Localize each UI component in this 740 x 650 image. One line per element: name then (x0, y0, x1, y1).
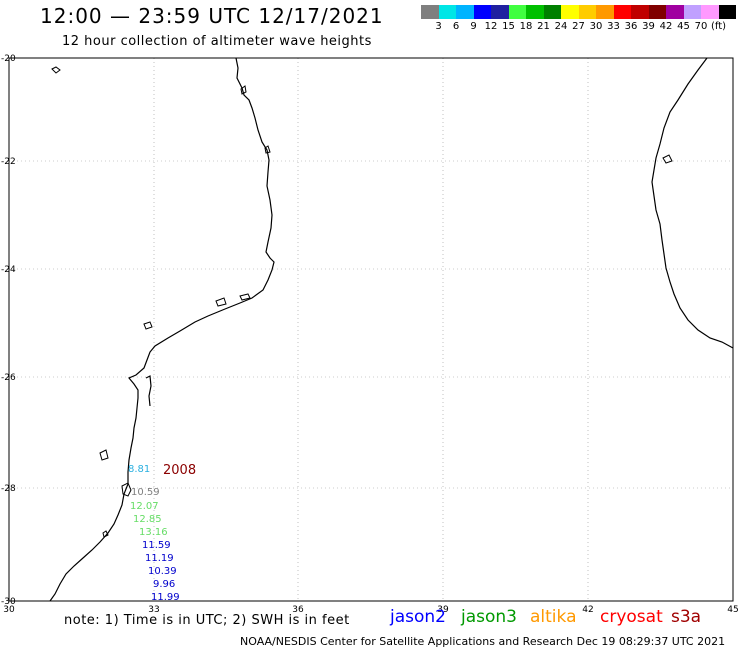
color-scale-label: 3 (435, 21, 442, 32)
color-swatch (508, 5, 526, 19)
observation-value: 10.59 (131, 487, 160, 498)
grid-lines (9, 58, 733, 601)
color-swatch (421, 5, 439, 19)
color-scale-label: 42 (659, 21, 673, 32)
color-swatch (578, 5, 596, 19)
latitude-label: -30 (1, 597, 16, 607)
track-annotation: 2008 (163, 463, 196, 478)
color-swatch (718, 5, 736, 19)
color-swatch (543, 5, 561, 19)
color-scale-label: 36 (624, 21, 638, 32)
small-islands (51, 66, 271, 538)
latitude-label: -28 (1, 484, 16, 494)
color-scale-label: 9 (470, 21, 477, 32)
color-scale-label: 12 (484, 21, 498, 32)
latitude-label: -20 (1, 54, 16, 64)
latitude-label: -24 (1, 265, 16, 275)
latitude-label: -26 (1, 373, 16, 383)
kwazulu-inlet (145, 375, 152, 407)
color-scale-label: 24 (554, 21, 568, 32)
satellite-name: jason3 (461, 607, 517, 627)
latitude-labels: -20 -22 -24 -26 -28 -30 (1, 54, 16, 607)
color-scale-label: 33 (607, 21, 620, 32)
longitude-label: 36 (292, 605, 304, 615)
map-title: 12:00 — 23:59 UTC 12/17/2021 (40, 4, 384, 28)
african-coastline (49, 57, 275, 602)
map-frame (8, 57, 734, 602)
observation-value: 9.96 (153, 579, 175, 590)
color-swatch (701, 5, 719, 19)
color-scale-label: 27 (572, 21, 585, 32)
longitude-label: 39 (437, 605, 449, 615)
color-scale-label: 39 (642, 21, 655, 32)
color-swatch (491, 5, 509, 19)
color-swatch (526, 5, 544, 19)
color-swatch (473, 5, 491, 19)
longitude-label: 33 (148, 605, 159, 615)
color-swatch (613, 5, 631, 19)
observation-value: 11.99 (151, 592, 180, 603)
observation-value: 13.16 (139, 527, 168, 538)
satellite-name: cryosat (600, 607, 663, 627)
color-swatch (683, 5, 701, 19)
color-swatch (648, 5, 666, 19)
color-scale-label: 45 (677, 21, 690, 32)
color-scale-label: 18 (519, 21, 533, 32)
color-scale-legend (421, 5, 736, 19)
footer-note: note: 1) Time is in UTC; 2) SWH is in fe… (64, 613, 350, 628)
latitude-label: -22 (1, 157, 16, 167)
satellite-name: jason2 (390, 607, 446, 627)
color-swatch (438, 5, 456, 19)
color-scale-labels: 3 6 9 12 15 18 21 24 27 30 33 36 39 42 45 70 (ft) (421, 21, 740, 33)
observation-value: 11.19 (145, 553, 174, 564)
longitude-label: 30 (3, 605, 15, 615)
color-swatch (666, 5, 684, 19)
color-swatch (596, 5, 614, 19)
color-scale-label: 21 (537, 21, 550, 32)
wave-height-observations: 8.81 10.59 12.07 12.85 13.16 11.59 11.19 10.39 9… (128, 464, 180, 603)
longitude-label: 45 (727, 605, 738, 615)
map-subtitle: 12 hour collection of altimeter wave hei… (62, 34, 372, 49)
color-scale-label: 15 (502, 21, 515, 32)
credit-line: NOAA/NESDIS Center for Satellite Applica… (240, 635, 726, 648)
madagascar-coastline (651, 57, 734, 349)
color-swatch (456, 5, 474, 19)
satellite-name: altika (530, 607, 577, 627)
color-scale-label: 30 (589, 21, 603, 32)
color-scale-label: 6 (452, 21, 460, 32)
satellite-name: s3a (671, 607, 702, 627)
color-swatch (561, 5, 579, 19)
color-swatch (631, 5, 649, 19)
observation-value: 12.85 (133, 514, 162, 525)
madagascar-island (662, 154, 673, 164)
observation-value: 10.39 (148, 566, 177, 577)
longitude-labels: 30 33 36 39 42 45 (3, 605, 738, 615)
color-scale-label: 70 (694, 21, 708, 32)
longitude-label: 42 (582, 605, 593, 615)
color-scale-label: (ft) (710, 21, 727, 32)
observation-value: 11.59 (142, 540, 171, 551)
observation-value: 8.81 (128, 464, 150, 475)
observation-value: 12.07 (130, 501, 159, 512)
